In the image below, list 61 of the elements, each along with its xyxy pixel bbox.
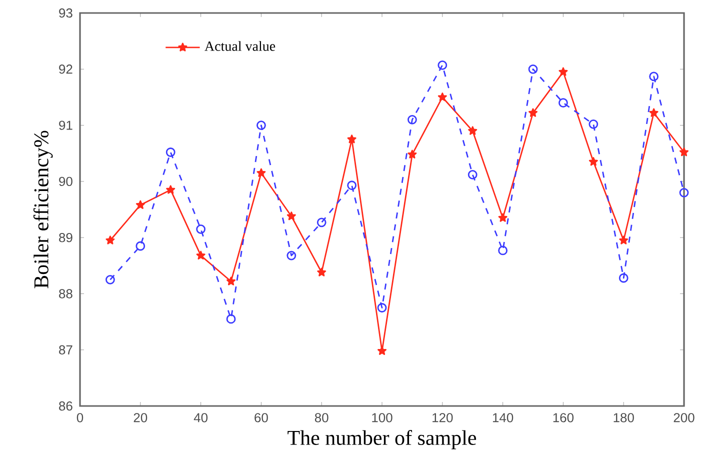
- x-tick-label: 200: [674, 413, 694, 422]
- x-tick-label: 20: [134, 413, 148, 422]
- point: [588, 119, 598, 129]
- point: [558, 67, 568, 76]
- point: [468, 126, 478, 135]
- x-tick-label: 100: [372, 413, 392, 422]
- point: [166, 148, 176, 157]
- point: [588, 157, 598, 166]
- x-tick-label: 60: [254, 413, 268, 422]
- point: [468, 170, 478, 180]
- point: [618, 273, 628, 283]
- point: [377, 303, 387, 312]
- point: [438, 60, 448, 70]
- y-tick-label: 93: [59, 8, 72, 18]
- x-tick-label: 180: [614, 413, 634, 422]
- y-tick-label: 86: [59, 401, 72, 411]
- point: [408, 114, 417, 124]
- point: [649, 108, 658, 117]
- y-tick-label: 87: [59, 345, 72, 354]
- point: [528, 108, 538, 117]
- point: [649, 72, 659, 82]
- x-tick-label: 40: [194, 413, 208, 422]
- y-tick-label: 92: [59, 64, 72, 74]
- point: [136, 241, 146, 251]
- point: [558, 98, 568, 108]
- point: [226, 314, 236, 324]
- legend-label: Actual value: [204, 41, 276, 51]
- x-tick-label: 120: [432, 413, 453, 422]
- point: [619, 236, 628, 244]
- y-tick-label: 89: [59, 232, 72, 242]
- point: [316, 218, 326, 228]
- point: [408, 150, 417, 158]
- x-tick-label: 80: [314, 413, 328, 422]
- point: [347, 180, 357, 190]
- y-tick-label: 88: [59, 289, 72, 298]
- point: [438, 92, 447, 102]
- point: [679, 188, 689, 198]
- point: [528, 64, 538, 74]
- point: [106, 274, 115, 284]
- y-tick-label: 91: [59, 120, 72, 130]
- x-axis-title: The number of sample: [288, 430, 476, 450]
- x-tick-label: 0: [76, 413, 84, 422]
- x-tick-label: 160: [553, 413, 574, 422]
- x-tick-label: 140: [492, 413, 514, 422]
- point: [286, 250, 296, 260]
- y-tick-label: 90: [59, 176, 72, 186]
- point: [286, 212, 296, 220]
- point: [196, 224, 206, 234]
- point: [226, 276, 236, 286]
- point: [347, 134, 356, 144]
- point: [498, 213, 508, 222]
- point: [256, 120, 266, 130]
- point: [256, 168, 266, 177]
- point: [317, 268, 326, 276]
- point: [106, 236, 115, 244]
- y-axis-title: Boiler efficiency%: [33, 130, 53, 288]
- point: [166, 185, 176, 194]
- point: [498, 246, 508, 256]
- point: [136, 200, 145, 209]
- point: [680, 148, 689, 156]
- point: [196, 250, 206, 260]
